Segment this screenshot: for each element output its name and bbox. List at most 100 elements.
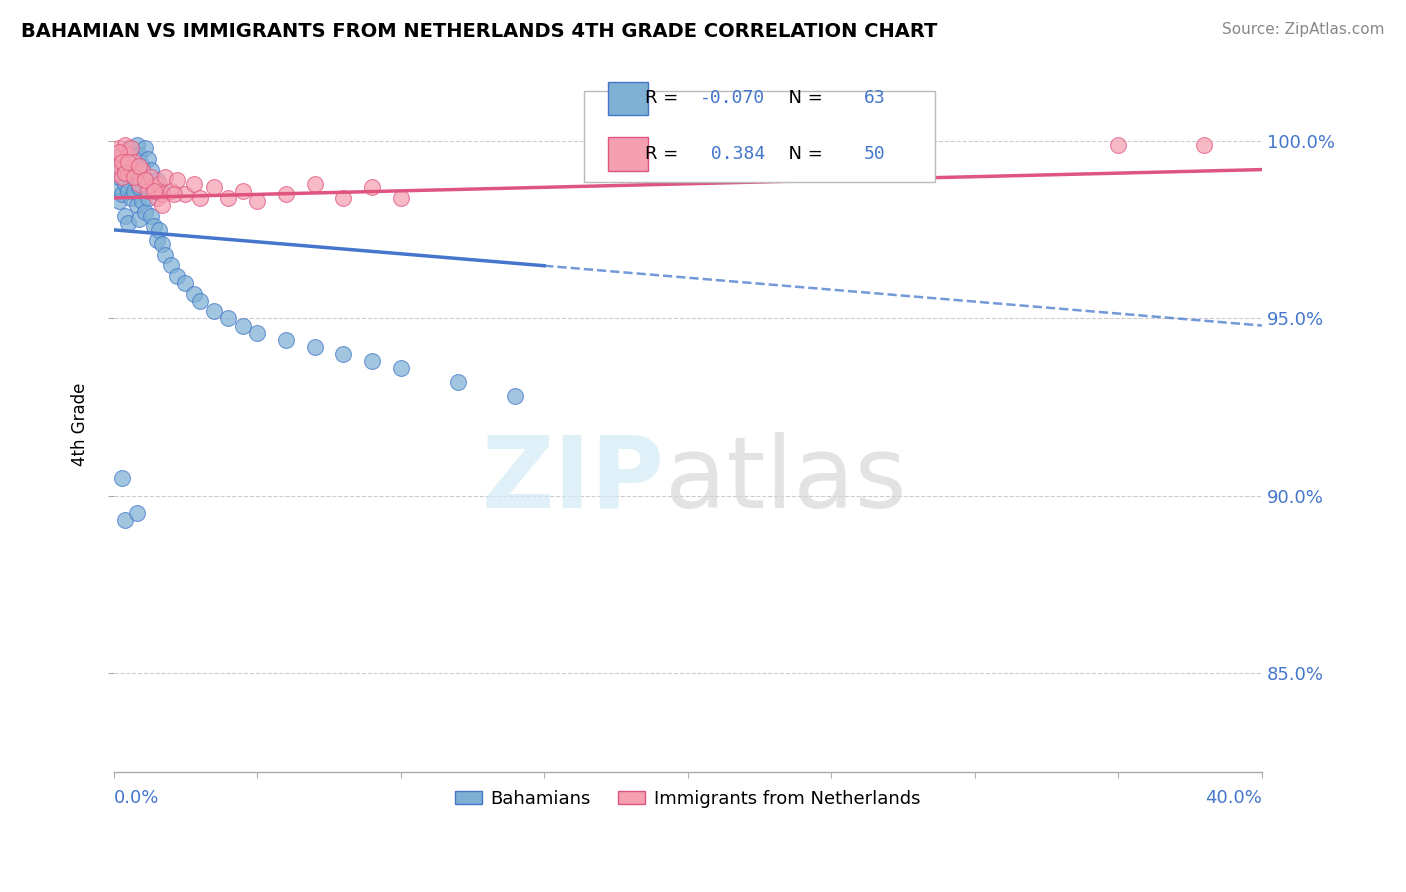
Point [246,194,269,209]
Point [505,389,527,403]
Point [128,159,150,173]
Point [117,184,139,198]
Point [120,191,142,205]
Point [134,173,156,187]
Point [122,155,145,169]
Point [122,169,145,184]
Point [111,187,134,202]
Point [128,212,150,227]
Point [150,187,173,202]
Point [122,162,145,177]
Text: 0.0%: 0.0% [114,789,159,807]
Point [183,286,205,301]
Point [166,268,188,283]
Point [150,198,173,212]
Point [114,137,136,152]
Point [117,148,139,162]
Point [232,318,254,333]
Point [114,159,136,173]
Point [120,141,142,155]
Point [111,155,134,169]
Point [105,148,128,162]
Y-axis label: 4th Grade: 4th Grade [72,383,89,467]
Point [389,361,412,376]
Point [131,159,153,173]
FancyBboxPatch shape [585,91,935,182]
Text: atlas: atlas [665,432,907,529]
Point [174,276,197,290]
Point [136,191,159,205]
Point [125,198,148,212]
Text: N =: N = [778,89,828,107]
Legend: Bahamians, Immigrants from Netherlands: Bahamians, Immigrants from Netherlands [447,782,928,815]
Point [139,209,162,223]
Point [148,177,170,191]
Point [274,187,297,202]
Point [155,169,177,184]
Point [122,184,145,198]
Point [145,191,167,205]
Point [174,187,197,202]
Point [105,159,128,173]
Point [160,258,183,272]
Point [202,180,225,194]
Point [202,304,225,318]
Point [125,169,148,184]
Point [111,148,134,162]
Point [139,162,162,177]
Point [447,376,470,390]
Point [145,173,167,187]
Point [136,184,159,198]
Point [108,194,131,209]
Point [131,162,153,177]
Point [128,148,150,162]
Text: -0.070: -0.070 [700,89,766,107]
Point [108,148,131,162]
Point [117,216,139,230]
Text: 50: 50 [863,145,886,163]
Point [128,180,150,194]
Text: 63: 63 [863,89,886,107]
Point [166,173,188,187]
Point [131,166,153,180]
Point [163,187,186,202]
Point [188,293,211,308]
Point [1194,137,1216,152]
Point [139,169,162,184]
Point [114,159,136,173]
Text: 40.0%: 40.0% [1205,789,1263,807]
Point [117,166,139,180]
Point [304,340,326,354]
Point [232,184,254,198]
Point [134,141,156,155]
Point [111,166,134,180]
Point [1107,137,1129,152]
Text: N =: N = [778,145,828,163]
Text: R =: R = [645,89,685,107]
Point [217,311,239,326]
Point [117,141,139,155]
Point [246,326,269,340]
Point [217,191,239,205]
Text: BAHAMIAN VS IMMIGRANTS FROM NETHERLANDS 4TH GRADE CORRELATION CHART: BAHAMIAN VS IMMIGRANTS FROM NETHERLANDS … [21,22,938,41]
Point [120,166,142,180]
Point [105,180,128,194]
Point [155,247,177,261]
Point [108,169,131,184]
Point [108,141,131,155]
Point [120,162,142,177]
Point [122,159,145,173]
Point [148,223,170,237]
Point [125,137,148,152]
Point [108,159,131,173]
Point [142,184,165,198]
FancyBboxPatch shape [609,81,648,115]
Point [142,180,165,194]
Point [183,177,205,191]
Point [134,173,156,187]
Point [136,152,159,166]
Text: R =: R = [645,145,685,163]
Point [361,180,384,194]
Point [150,237,173,252]
Point [142,219,165,234]
